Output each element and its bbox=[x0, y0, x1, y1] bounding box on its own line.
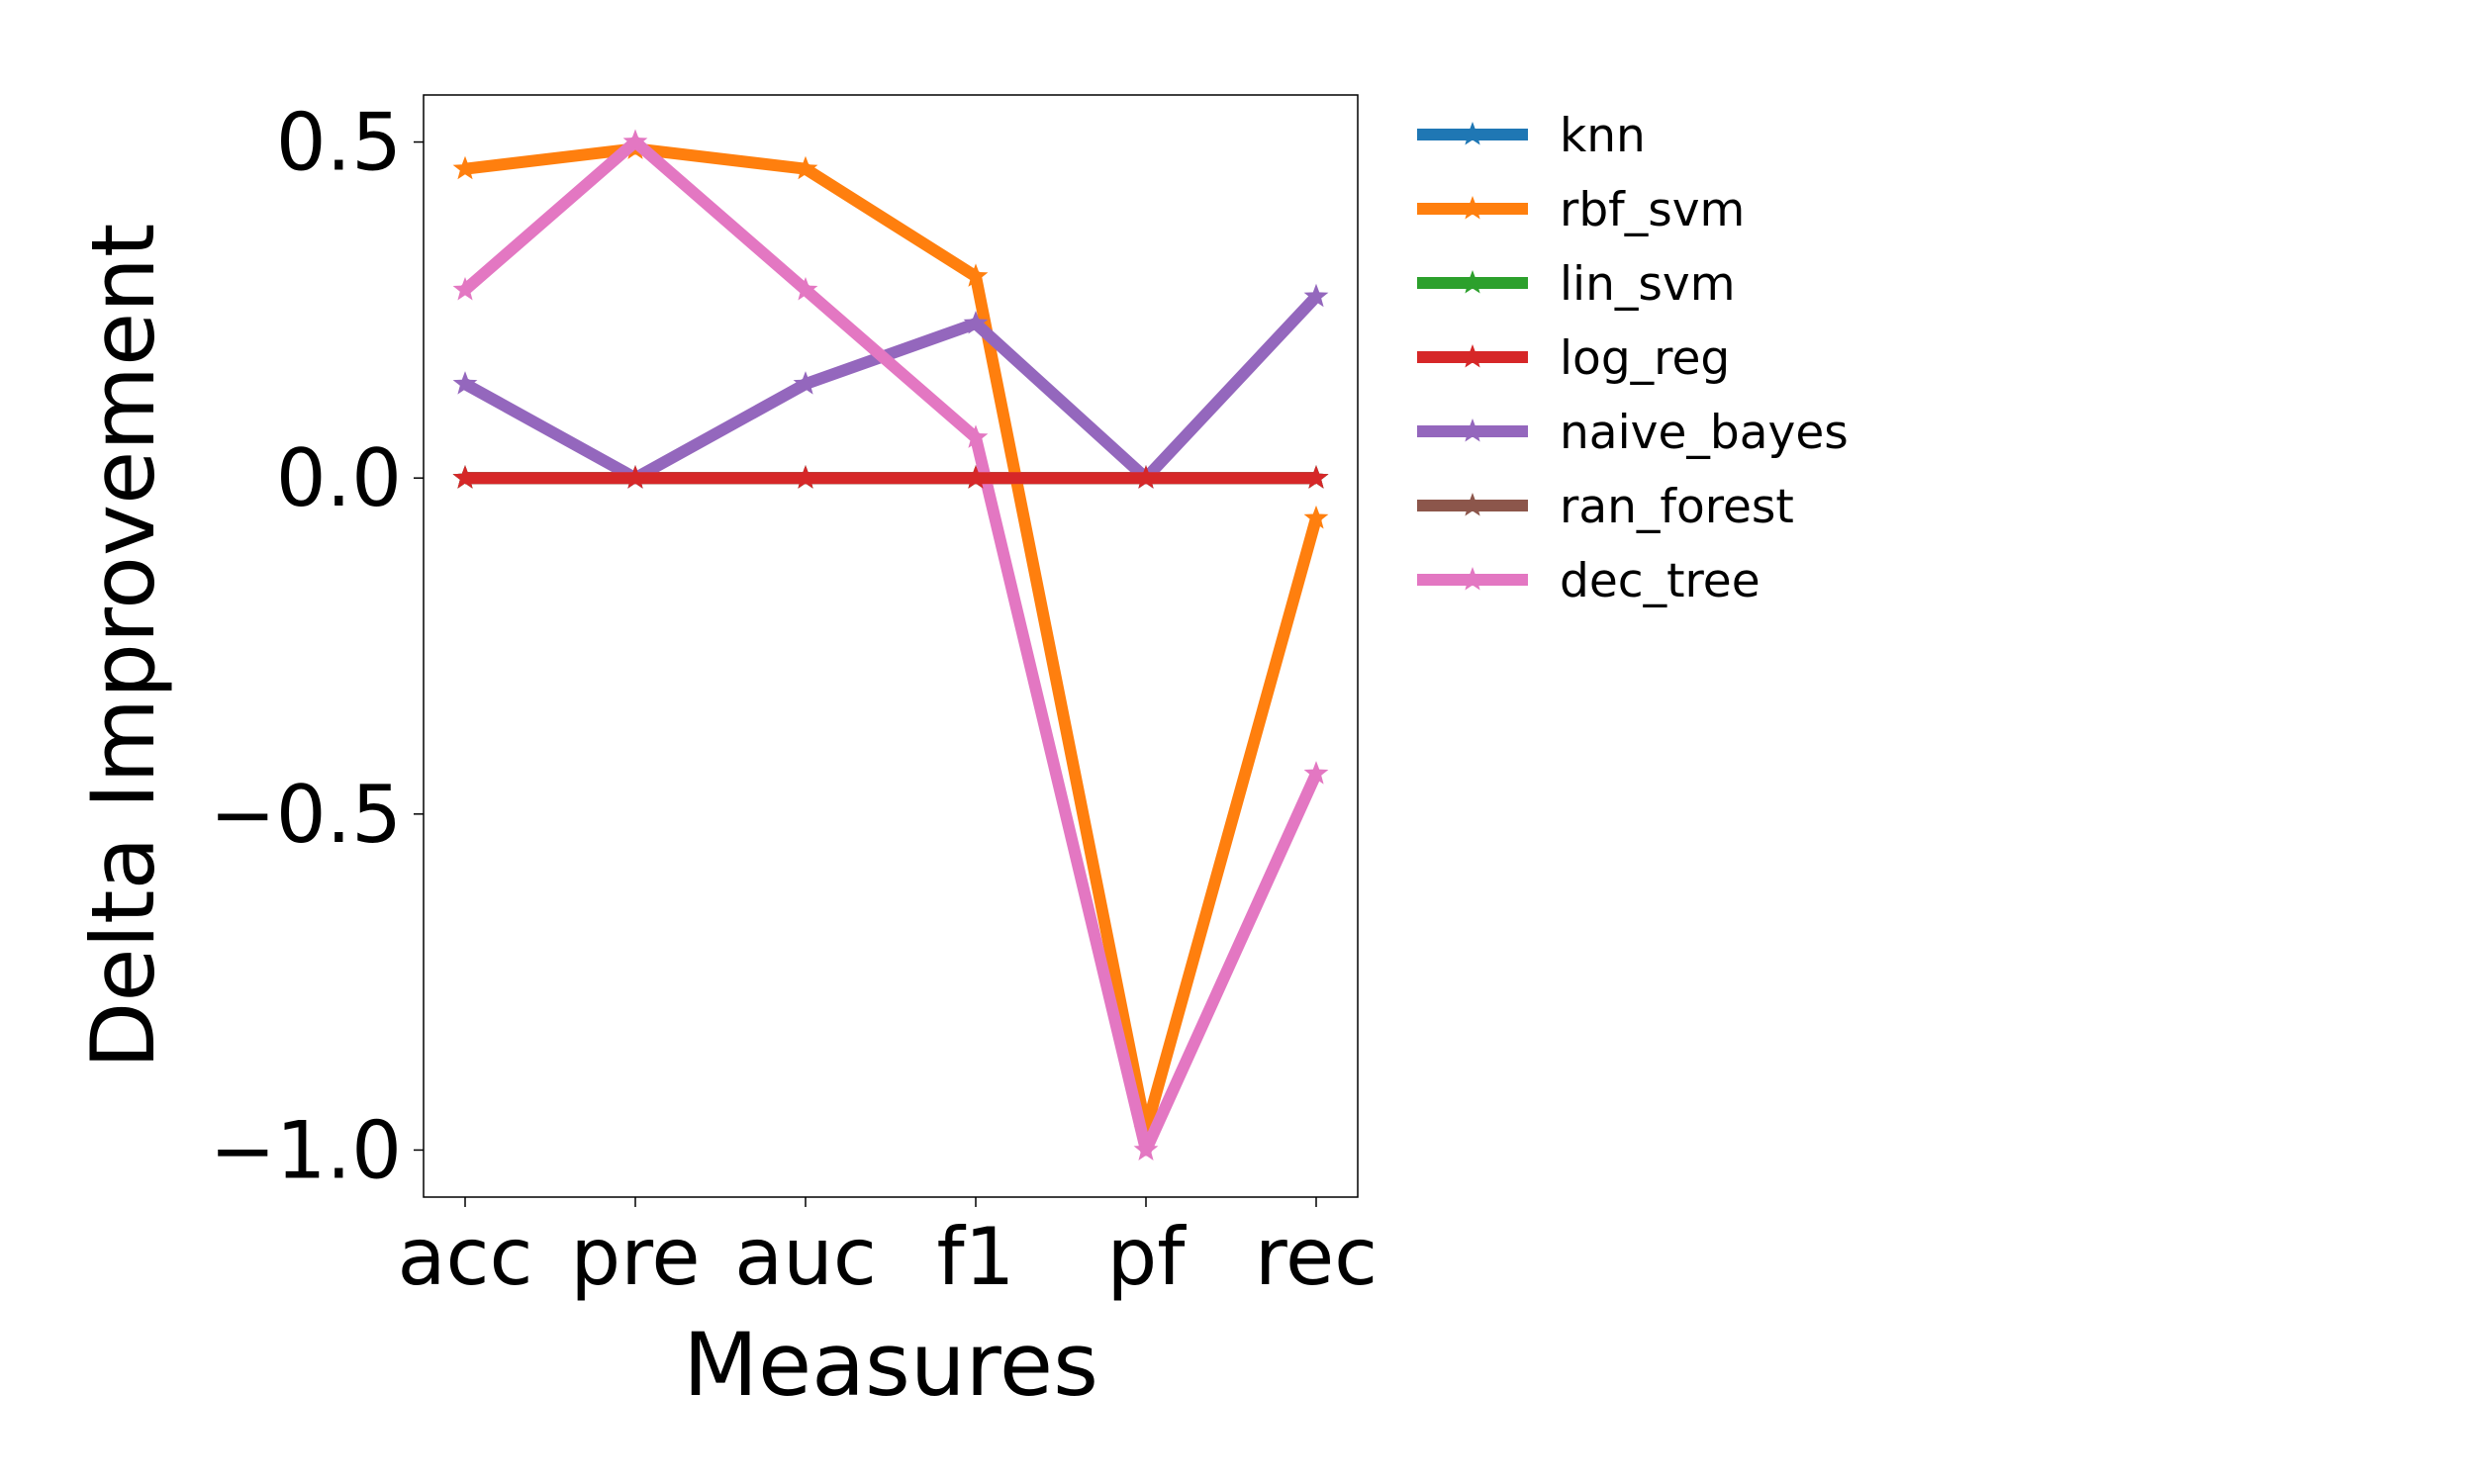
legend-marker bbox=[1460, 344, 1485, 368]
series-dec-tree bbox=[452, 129, 1329, 1160]
data-point bbox=[1133, 465, 1159, 489]
y-tick-label: −1.0 bbox=[210, 1104, 402, 1196]
data-point bbox=[452, 465, 478, 489]
legend-item-knn: knn bbox=[1417, 109, 1646, 163]
y-tick-label: 0.5 bbox=[276, 97, 402, 189]
plot-frame bbox=[423, 94, 1359, 1198]
data-point bbox=[452, 371, 478, 395]
data-point bbox=[793, 465, 818, 489]
data-point bbox=[452, 155, 478, 180]
x-axis: acc pre auc f1 pf rec bbox=[398, 1197, 1378, 1303]
legend-marker bbox=[1460, 270, 1485, 294]
data-point bbox=[1303, 283, 1329, 308]
data-point bbox=[452, 277, 478, 301]
x-tick-label: rec bbox=[1255, 1211, 1378, 1303]
data-point bbox=[963, 263, 989, 287]
legend-marker bbox=[1460, 122, 1485, 145]
y-axis: 0.5 0.0 −0.5 −1.0 bbox=[210, 97, 424, 1196]
y-tick-label: −0.5 bbox=[210, 769, 402, 861]
x-tick-label: pf bbox=[1107, 1211, 1188, 1303]
data-point bbox=[1303, 505, 1329, 529]
series-log-reg bbox=[452, 465, 1329, 489]
x-axis-label: Measures bbox=[683, 1314, 1098, 1416]
legend-label: rbf_svm bbox=[1560, 183, 1745, 237]
legend-item-dec-tree: dec_tree bbox=[1417, 554, 1760, 608]
legend-marker bbox=[1460, 418, 1485, 442]
data-point bbox=[1303, 761, 1329, 785]
data-point bbox=[622, 465, 648, 489]
data-point bbox=[793, 371, 818, 395]
data-point bbox=[963, 465, 989, 489]
x-tick-label: acc bbox=[398, 1211, 533, 1303]
data-point bbox=[1133, 1137, 1159, 1160]
data-point bbox=[1303, 465, 1329, 489]
x-tick-label: f1 bbox=[936, 1211, 1014, 1303]
x-tick-label: auc bbox=[734, 1211, 877, 1303]
legend-label: log_reg bbox=[1560, 331, 1730, 386]
legend-marker bbox=[1460, 567, 1485, 591]
y-tick-label: 0.0 bbox=[276, 432, 402, 524]
data-point bbox=[963, 311, 989, 334]
x-tick-label: pre bbox=[570, 1211, 700, 1303]
legend-item-naive-bayes: naive_bayes bbox=[1417, 406, 1849, 460]
legend-label: naive_bayes bbox=[1560, 406, 1849, 460]
series-line bbox=[464, 142, 1322, 1137]
legend-item-ran-forest: ran_forest bbox=[1417, 480, 1794, 534]
series-line bbox=[461, 136, 1322, 1157]
legend-marker bbox=[1460, 493, 1485, 516]
legend: knn rbf_svm lin_svm log_reg naive_bayes ran_f… bbox=[1417, 109, 1849, 608]
data-point bbox=[622, 129, 648, 153]
data-point bbox=[963, 424, 989, 448]
data-point bbox=[793, 277, 818, 301]
series-line bbox=[462, 292, 1321, 485]
legend-label: lin_svm bbox=[1560, 257, 1736, 312]
legend-item-rbf-svm: rbf_svm bbox=[1417, 183, 1745, 237]
legend-item-lin-svm: lin_svm bbox=[1417, 257, 1736, 312]
data-point bbox=[793, 155, 818, 180]
legend-label: ran_forest bbox=[1560, 480, 1794, 534]
y-axis-label: Delta Improvement bbox=[72, 224, 174, 1069]
plot-area bbox=[452, 129, 1329, 1160]
legend-item-log-reg: log_reg bbox=[1417, 331, 1730, 386]
legend-label: dec_tree bbox=[1560, 554, 1760, 608]
legend-label: knn bbox=[1560, 109, 1646, 163]
legend-marker bbox=[1460, 196, 1485, 220]
